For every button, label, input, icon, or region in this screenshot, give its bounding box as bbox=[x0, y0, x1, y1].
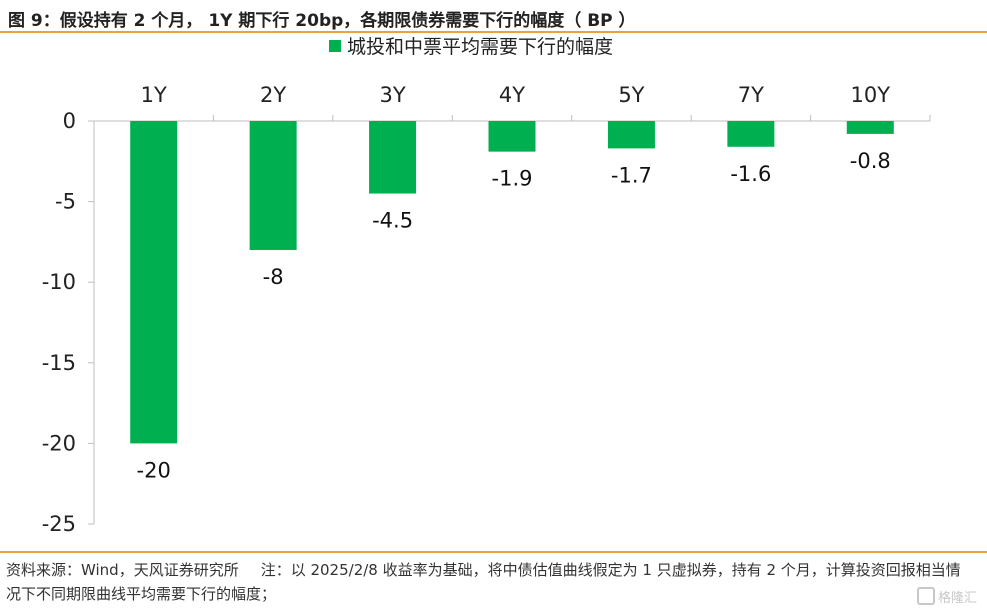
bar-2Y bbox=[249, 121, 297, 250]
bar-1Y bbox=[130, 121, 178, 444]
data-label: -1.6 bbox=[730, 162, 771, 186]
x-tick-label: 5Y bbox=[618, 83, 644, 107]
source-text: 资料来源：Wind，天风证券研究所 bbox=[6, 561, 239, 579]
footnote-text: 注：以 2025/2/8 收益率为基础，将中债估值曲线假定为 1 只虚拟券，持有… bbox=[6, 561, 961, 603]
legend-swatch bbox=[329, 40, 341, 52]
y-tick-label: -15 bbox=[42, 351, 76, 375]
bar-7Y bbox=[727, 121, 775, 147]
y-tick-label: 0 bbox=[63, 109, 76, 133]
legend-label: 城投和中票平均需要下行的幅度 bbox=[347, 36, 613, 58]
watermark-text: 格隆汇 bbox=[937, 591, 977, 606]
data-labels: -20 -8 -4.5 -1.9 -1.7 -1.6 -0.8 bbox=[137, 149, 891, 483]
data-label: -4.5 bbox=[372, 209, 413, 233]
bar-5Y bbox=[607, 121, 655, 149]
bar-4Y bbox=[488, 121, 536, 152]
x-tick-label: 10Y bbox=[851, 83, 891, 107]
figure-title: 图 9：假设持有 2 个月， 1Y 期下行 20bp，各期限债券需要下行的幅度（… bbox=[8, 11, 636, 31]
x-tick-label: 2Y bbox=[260, 83, 286, 107]
data-label: -0.8 bbox=[850, 149, 891, 173]
bar-chart: 城投和中票平均需要下行的幅度 0 -5 -10 -15 -20 -25 1Y 2Y 3Y 4Y 5… bbox=[42, 36, 931, 536]
bar-3Y bbox=[369, 121, 417, 194]
watermark-logo-icon bbox=[916, 587, 935, 605]
footer-divider bbox=[0, 551, 987, 553]
y-tick-label: -5 bbox=[55, 190, 76, 214]
x-tick-label: 7Y bbox=[738, 83, 764, 107]
y-tick-label: -10 bbox=[42, 270, 76, 294]
source-note: 资料来源：Wind，天风证券研究所 注：以 2025/2/8 收益率为基础，将中债… bbox=[6, 558, 971, 606]
chart-legend: 城投和中票平均需要下行的幅度 bbox=[329, 36, 613, 58]
data-label: -20 bbox=[137, 458, 171, 482]
bar-10Y bbox=[846, 121, 894, 134]
data-label: -1.9 bbox=[492, 167, 533, 191]
bar-series bbox=[130, 121, 894, 444]
y-tick-label: -25 bbox=[42, 512, 76, 536]
x-tick-label: 4Y bbox=[499, 83, 525, 107]
watermark: 格隆汇 bbox=[916, 587, 977, 606]
title-divider bbox=[0, 31, 987, 33]
x-tick-label: 1Y bbox=[141, 83, 167, 107]
y-axis: 0 -5 -10 -15 -20 -25 bbox=[42, 109, 95, 536]
data-label: -1.7 bbox=[611, 163, 652, 187]
x-axis: 1Y 2Y 3Y 4Y 5Y 7Y 10Y bbox=[94, 83, 931, 122]
y-tick-label: -20 bbox=[42, 431, 76, 455]
data-label: -8 bbox=[263, 265, 284, 289]
x-tick-label: 3Y bbox=[379, 83, 405, 107]
